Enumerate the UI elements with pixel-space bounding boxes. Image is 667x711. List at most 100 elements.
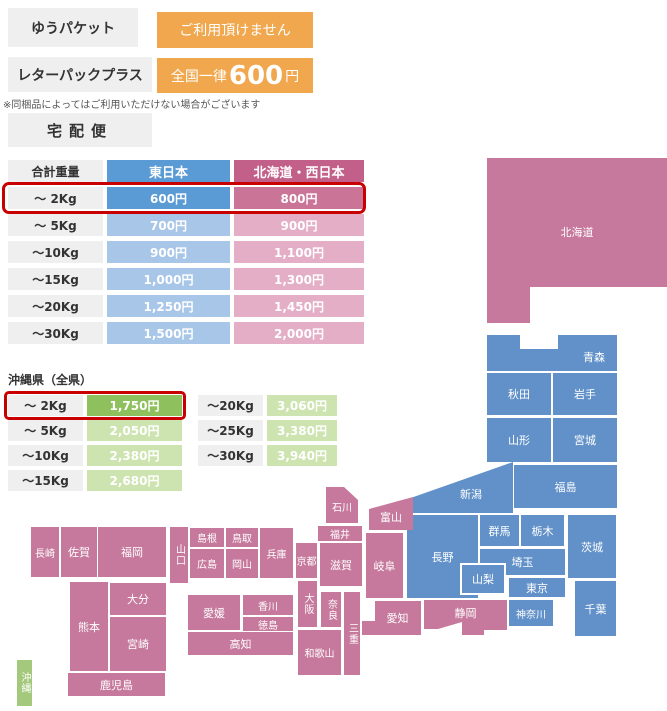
prefecture-label: 愛知 — [386, 612, 409, 625]
okinawa-table-right: ～20Kg 3,060円 ～25Kg 3,380円 ～30Kg 3,940円 — [198, 395, 337, 466]
east-price-cell: 1,000円 — [107, 268, 230, 290]
prefecture-label: 広島 — [197, 560, 217, 571]
west-price-cell: 1,300円 — [234, 268, 364, 290]
prefecture-label: 青森 — [583, 351, 605, 364]
prefecture-label: 大阪 — [302, 593, 313, 615]
prefecture-label: 大分 — [127, 593, 149, 606]
prefecture-label: 長崎 — [35, 548, 55, 560]
map-prefecture-oita: 大分 — [110, 583, 166, 615]
weight-cell: ～ 2Kg — [8, 187, 103, 209]
rate-table-header-weight: 合計重量 — [8, 160, 103, 182]
map-prefecture-aomori: 青森 — [487, 335, 617, 371]
map-prefecture-ibaraki: 茨城 — [568, 515, 616, 578]
prefecture-label: 石川 — [332, 503, 352, 514]
rate-table: 合計重量 東日本 北海道・西日本 ～ 2Kg 600円 800円～ 5Kg 700円 9… — [8, 160, 364, 344]
prefecture-label: 鹿児島 — [100, 678, 133, 692]
prefecture-label: 香川 — [258, 601, 278, 613]
map-prefecture-tochigi: 栃木 — [521, 515, 564, 546]
weight-cell: ～30Kg — [8, 322, 103, 344]
okinawa-price-cell: 2,380円 — [87, 445, 182, 466]
map-prefecture-kumamoto: 熊本 — [70, 582, 108, 671]
map-prefecture-aichi: 愛知 — [362, 601, 421, 635]
weight-cell: ～20Kg — [8, 295, 103, 317]
prefecture-label: 愛媛 — [203, 606, 225, 620]
map-prefecture-saitama: 埼玉 — [480, 549, 565, 575]
okinawa-price-cell: 3,380円 — [267, 420, 337, 441]
letterpack-value-box: 全国一律 600 円 — [157, 58, 313, 93]
map-prefecture-mie: 三重 — [344, 592, 360, 675]
okinawa-price-cell: 1,750円 — [87, 395, 182, 416]
prefecture-label: 新潟 — [460, 488, 482, 501]
prefecture-label: 奈良 — [325, 598, 337, 621]
map-prefecture-okayama: 岡山 — [226, 549, 258, 578]
map-prefecture-kanagawa: 神奈川 — [509, 600, 553, 626]
prefecture-label: 福岡 — [121, 546, 143, 559]
map-prefecture-hiroshima: 広島 — [190, 549, 224, 578]
prefecture-label: 兵庫 — [266, 549, 287, 561]
map-prefecture-yamagata: 山形 — [487, 418, 551, 462]
prefecture-label: 北海道 — [560, 226, 594, 239]
letterpack-label-box: レターパックプラス — [8, 57, 152, 92]
rate-table-header-east: 東日本 — [107, 160, 230, 182]
prefecture-label: 岐阜 — [373, 559, 396, 573]
weight-cell: ～10Kg — [8, 445, 83, 466]
combination-note: ※同梱品によってはご利用いただけない場合がございます — [3, 100, 261, 111]
weight-cell: ～ 5Kg — [8, 214, 103, 236]
weight-cell: ～15Kg — [8, 470, 83, 491]
west-price-cell: 800円 — [234, 187, 364, 209]
prefecture-label: 山形 — [508, 434, 530, 447]
map-prefecture-iwate: 岩手 — [553, 373, 617, 415]
prefecture-label: 神奈川 — [516, 609, 546, 621]
letterpack-prefix: 全国一律 — [170, 68, 227, 85]
map-prefecture-gifu: 岐阜 — [366, 533, 403, 598]
weight-cell: ～20Kg — [198, 395, 263, 416]
okinawa-price-cell: 3,060円 — [267, 395, 337, 416]
yupacket-label-box: ゆうパケット — [8, 8, 138, 47]
prefecture-label: 岩手 — [574, 388, 596, 401]
weight-cell: ～ 5Kg — [8, 420, 83, 441]
map-prefecture-tokyo: 東京 — [509, 578, 565, 597]
prefecture-label: 佐賀 — [68, 546, 90, 559]
weight-cell: ～25Kg — [198, 420, 263, 441]
prefecture-label: 島根 — [197, 534, 217, 545]
map-prefecture-kagoshima: 鹿児島 — [68, 673, 165, 696]
east-price-cell: 600円 — [107, 187, 230, 209]
prefecture-label: 千葉 — [584, 602, 607, 616]
prefecture-label: 徳島 — [258, 620, 278, 632]
prefecture-label: 東京 — [526, 581, 548, 595]
map-prefecture-nara: 奈良 — [321, 592, 341, 627]
prefecture-label: 高知 — [229, 637, 252, 651]
map-prefecture-yamaguchi: 山口 — [170, 527, 188, 583]
prefecture-label: 栃木 — [531, 524, 554, 538]
map-prefecture-akita: 秋田 — [487, 373, 551, 415]
map-prefecture-gunma: 群馬 — [480, 515, 519, 546]
map-prefecture-kagawa: 香川 — [243, 595, 293, 615]
prefecture-label: 和歌山 — [304, 649, 335, 660]
west-price-cell: 1,450円 — [234, 295, 364, 317]
map-prefecture-ishikawa: 石川 — [326, 487, 358, 523]
prefecture-label: 熊本 — [78, 620, 100, 634]
map-prefecture-osaka: 大阪 — [298, 581, 317, 627]
east-price-cell: 1,250円 — [107, 295, 230, 317]
prefecture-label: 福井 — [330, 530, 350, 541]
okinawa-price-cell: 2,050円 — [87, 420, 182, 441]
prefecture-label: 群馬 — [488, 524, 511, 538]
map-prefecture-shiga: 滋賀 — [320, 543, 362, 586]
map-prefecture-tokushima: 徳島 — [243, 617, 293, 632]
map-prefecture-miyagi: 宮城 — [553, 418, 617, 462]
map-prefecture-hyogo: 兵庫 — [260, 528, 293, 578]
map-prefecture-nagasaki: 長崎 — [31, 527, 59, 577]
west-price-cell: 900円 — [234, 214, 364, 236]
okinawa-price-cell: 3,940円 — [267, 445, 337, 466]
map-prefecture-hokkaido: 北海道 — [487, 158, 667, 323]
prefecture-label: 秋田 — [508, 388, 530, 401]
map-prefecture-shimane: 島根 — [190, 528, 224, 547]
map-prefecture-chiba: 千葉 — [575, 581, 616, 636]
map-prefecture-okinawa: 沖縄 — [17, 660, 32, 706]
prefecture-label: 長野 — [431, 550, 454, 564]
map-prefecture-toyama: 富山 — [369, 497, 413, 530]
map-prefecture-miyazaki: 宮崎 — [110, 617, 166, 671]
okinawa-table-left: ～ 2Kg 1,750円～ 5Kg 2,050円 ～10Kg 2,380円 ～15Kg 2,… — [8, 395, 182, 491]
prefecture-label: 富山 — [380, 511, 402, 524]
